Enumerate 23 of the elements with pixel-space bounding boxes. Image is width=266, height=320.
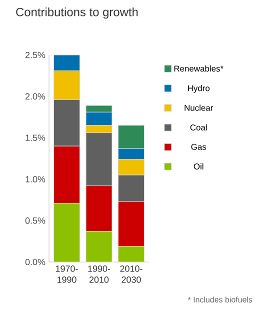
legend-label: Coal [190, 124, 207, 130]
x-tick-label: 1970-1990 [56, 266, 78, 283]
bar [53, 55, 80, 71]
y-tick-label: 1.5% [26, 134, 46, 141]
legend-label: Nuclear [184, 104, 214, 111]
bar [86, 105, 112, 112]
bar [118, 246, 145, 262]
y-tick-label: 0.0% [25, 258, 46, 266]
y-tick-label: 2.0% [25, 93, 46, 100]
bar [86, 231, 112, 262]
x-tick-label: 1990-2010 [88, 266, 110, 283]
legend-label: Hydro [188, 85, 210, 93]
bar [118, 148, 145, 160]
y-tick-label: 1.0% [26, 176, 46, 182]
legend-label: Gas [191, 144, 206, 150]
chart-title: Contributions to growth [16, 8, 138, 19]
y-tick-label: 0.5% [25, 217, 46, 224]
bar [86, 112, 112, 126]
y-tick-label: 2.5% [25, 52, 46, 58]
bar [53, 202, 80, 262]
x-tick-label: 2010-2030 [120, 266, 142, 283]
legend-label: Renewables* [174, 65, 224, 72]
text: Oil [194, 163, 204, 170]
